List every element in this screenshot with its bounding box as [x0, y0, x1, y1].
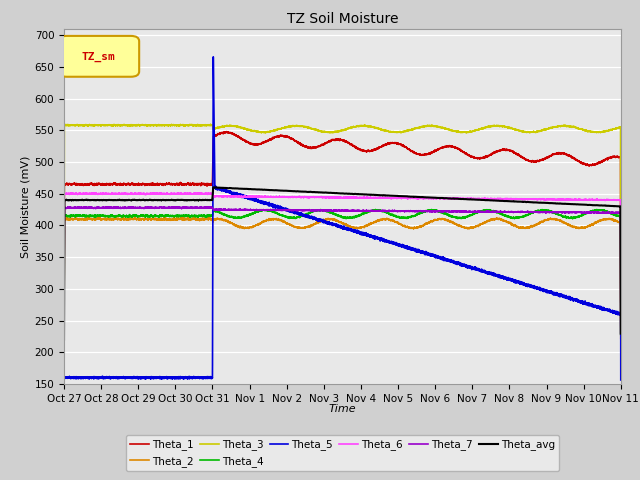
Theta_4: [415, 211, 423, 216]
Theta_6: [89, 191, 97, 196]
Theta_6: [60, 334, 68, 339]
Theta_7: [617, 330, 625, 336]
Line: Theta_5: Theta_5: [64, 57, 621, 418]
Line: Theta_avg: Theta_avg: [64, 187, 621, 339]
Theta_3: [515, 127, 523, 133]
Theta_6: [508, 196, 515, 202]
Theta_avg: [415, 194, 423, 200]
Theta_avg: [209, 184, 217, 190]
Theta_5: [479, 268, 486, 274]
Theta_1: [89, 182, 97, 188]
Theta_6: [515, 197, 523, 203]
Line: Theta_3: Theta_3: [64, 124, 621, 302]
Theta_7: [60, 341, 68, 347]
Theta_7: [89, 205, 97, 211]
Theta_4: [479, 208, 486, 214]
Theta_5: [209, 54, 217, 60]
Theta_2: [89, 216, 97, 222]
Theta_4: [493, 209, 501, 215]
Theta_6: [479, 196, 486, 202]
Theta_2: [493, 216, 501, 222]
Theta_7: [415, 208, 423, 214]
Theta_3: [508, 125, 515, 131]
Theta_2: [617, 336, 625, 341]
Theta_1: [617, 299, 625, 305]
Theta_3: [415, 124, 423, 130]
Theta_4: [617, 332, 625, 338]
Theta_2: [515, 225, 523, 231]
Theta_2: [479, 220, 486, 226]
FancyBboxPatch shape: [58, 36, 139, 77]
Theta_1: [223, 129, 230, 134]
Line: Theta_4: Theta_4: [64, 209, 621, 348]
Theta_7: [479, 209, 486, 215]
Text: TZ_sm: TZ_sm: [82, 51, 115, 61]
Theta_2: [415, 223, 423, 229]
Theta_avg: [617, 331, 625, 336]
Theta_3: [493, 123, 501, 129]
Theta_3: [617, 283, 625, 288]
Theta_5: [617, 377, 625, 383]
Theta_4: [428, 206, 435, 212]
Line: Theta_1: Theta_1: [64, 132, 621, 332]
Theta_avg: [515, 199, 523, 204]
Line: Theta_7: Theta_7: [64, 207, 621, 344]
Line: Theta_2: Theta_2: [64, 218, 621, 349]
Theta_1: [508, 148, 515, 154]
Y-axis label: Soil Moisture (mV): Soil Moisture (mV): [20, 155, 30, 258]
Legend: Theta_1, Theta_2, Theta_3, Theta_4, Theta_5, Theta_6, Theta_7, Theta_avg: Theta_1, Theta_2, Theta_3, Theta_4, Thet…: [126, 435, 559, 471]
Theta_3: [479, 126, 486, 132]
Theta_6: [415, 195, 423, 201]
X-axis label: Time: Time: [328, 404, 356, 414]
Theta_6: [90, 190, 97, 196]
Title: TZ Soil Moisture: TZ Soil Moisture: [287, 12, 398, 26]
Theta_1: [515, 153, 523, 158]
Theta_5: [60, 415, 68, 421]
Theta_5: [415, 249, 423, 255]
Theta_3: [89, 122, 97, 128]
Theta_7: [508, 209, 515, 215]
Theta_4: [515, 215, 523, 220]
Theta_6: [493, 195, 501, 201]
Theta_1: [493, 148, 501, 154]
Theta_3: [120, 121, 128, 127]
Theta_1: [479, 155, 486, 160]
Theta_1: [60, 329, 68, 335]
Theta_avg: [508, 198, 515, 204]
Theta_2: [60, 347, 68, 352]
Theta_7: [515, 209, 523, 215]
Theta_2: [131, 215, 138, 221]
Theta_7: [197, 204, 205, 210]
Theta_4: [89, 213, 97, 218]
Theta_avg: [493, 198, 501, 204]
Theta_5: [515, 279, 523, 285]
Theta_5: [89, 375, 97, 381]
Line: Theta_6: Theta_6: [64, 193, 621, 336]
Theta_avg: [89, 197, 97, 203]
Theta_5: [508, 276, 515, 282]
Theta_5: [493, 274, 501, 279]
Theta_6: [617, 323, 625, 328]
Theta_7: [493, 209, 501, 215]
Theta_4: [60, 345, 68, 350]
Theta_2: [508, 222, 515, 228]
Theta_avg: [479, 197, 486, 203]
Theta_avg: [60, 336, 68, 342]
Theta_3: [60, 299, 68, 305]
Theta_4: [508, 215, 515, 220]
Theta_1: [415, 152, 423, 157]
